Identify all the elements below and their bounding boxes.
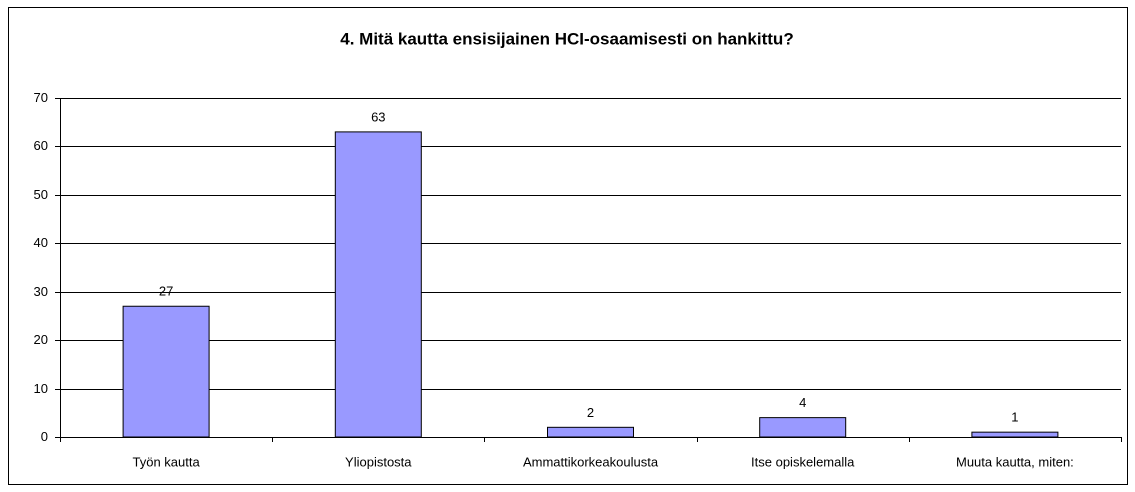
bar [122, 305, 210, 438]
y-tick-label: 60 [34, 138, 48, 153]
data-label: 2 [587, 405, 594, 420]
y-tick-label: 50 [34, 187, 48, 202]
y-tick-label: 40 [34, 235, 48, 250]
y-tick-label: 70 [34, 90, 48, 105]
bar [759, 417, 847, 438]
x-tick-label: Muuta kautta, miten: [956, 454, 1074, 469]
data-label: 27 [159, 284, 173, 299]
chart-title: 4. Mitä kautta ensisijainen HCI-osaamise… [340, 29, 793, 48]
bar [971, 431, 1059, 438]
data-label: 63 [371, 109, 385, 124]
data-label: 4 [799, 395, 806, 410]
y-tick-label: 10 [34, 381, 48, 396]
data-label: 1 [1011, 410, 1018, 425]
bar [334, 131, 422, 438]
x-tick-label: Työn kautta [132, 454, 200, 469]
y-tick-label: 30 [34, 284, 48, 299]
x-tick-label: Itse opiskelemalla [751, 454, 855, 469]
x-tick-label: Ammattikorkeakoulusta [523, 454, 659, 469]
y-tick-label: 0 [41, 429, 48, 444]
y-tick-label: 20 [34, 332, 48, 347]
x-tick-label: Yliopistosta [345, 454, 412, 469]
bar [547, 426, 634, 438]
